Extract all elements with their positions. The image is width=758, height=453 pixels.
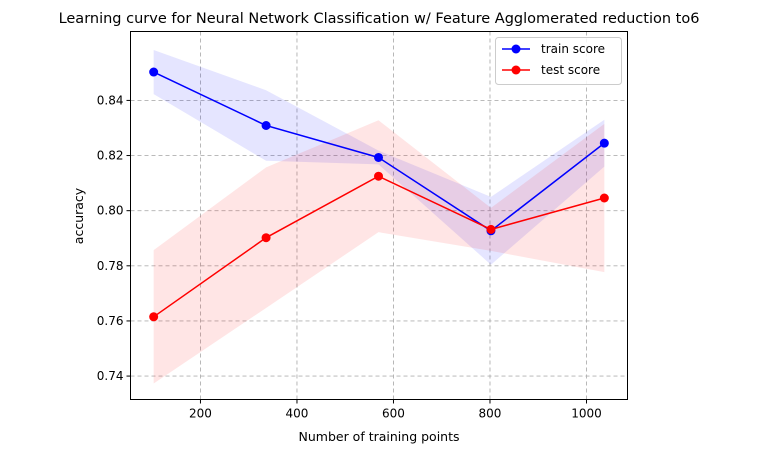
data-point [374,171,384,181]
data-point [599,138,609,148]
y-tick-label: 0.80 [97,204,124,218]
legend-marker [511,44,521,54]
x-tick-label: 400 [286,407,309,421]
x-tick-label: 600 [382,407,405,421]
y-tick-label: 0.82 [97,149,124,163]
x-tick-label: 800 [479,407,502,421]
y-axis-label: accuracy [71,187,86,244]
data-point [599,193,609,203]
y-axis-ticks: 0.74 0.76 0.78 0.80 0.82 0.84 [97,93,131,383]
data-point [149,312,159,322]
series-points [149,67,609,322]
x-axis-label: Number of training points [299,429,460,444]
x-tick-label: 200 [189,407,212,421]
legend-label: test score [541,63,600,77]
y-tick-label: 0.76 [97,314,124,328]
data-point [261,233,271,243]
legend: train score test score [495,37,622,85]
y-tick-label: 0.74 [97,369,124,383]
data-point [149,67,159,77]
chart-title: Learning curve for Neural Network Classi… [59,11,700,27]
plot-frame [130,31,628,400]
data-point [486,224,496,234]
x-axis-ticks: 200 400 600 800 1000 [189,399,602,421]
data-point [374,152,384,162]
confidence-band [153,120,605,384]
legend-marker [511,65,521,75]
y-tick-label: 0.84 [97,93,124,107]
x-tick-label: 1000 [571,407,602,421]
data-point [261,120,271,130]
y-tick-label: 0.78 [97,259,124,273]
legend-label: train score [541,42,605,56]
